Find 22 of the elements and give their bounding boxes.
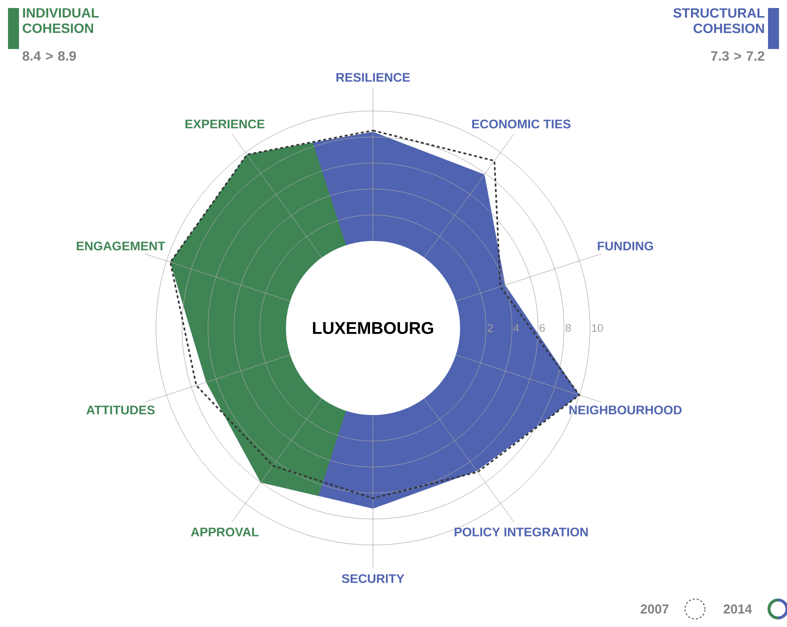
y-tick-label: 8 bbox=[566, 324, 571, 332]
spoke-label: NEIGHBOURHOOD bbox=[569, 406, 682, 414]
spoke-label: ECONOMIC TIES bbox=[472, 120, 571, 128]
spoke-label: FUNDING bbox=[598, 242, 653, 250]
legend-label: 2014 bbox=[724, 604, 752, 614]
text: STRUCTURAL COHESION bbox=[673, 8, 764, 34]
spoke-label: SECURITY bbox=[342, 574, 404, 584]
spoke-label: EXPERIENCE bbox=[185, 120, 264, 128]
y-tick-label: 6 bbox=[540, 324, 545, 332]
text: LUXEMBOURG bbox=[312, 322, 434, 334]
text: INDIVIDUAL COHESION bbox=[22, 8, 99, 34]
spoke-label: POLICY INTEGRATION bbox=[454, 528, 588, 536]
spoke-label: ENGAGEMENT bbox=[76, 242, 166, 250]
y-tick-label: 4 bbox=[513, 324, 520, 332]
spoke-label: RESILIENCE bbox=[336, 73, 410, 82]
spoke-label: ATTITUDES bbox=[86, 406, 155, 414]
y-tick-label: 10 bbox=[592, 324, 603, 332]
y-tick-label: 2 bbox=[488, 324, 493, 332]
spoke-label: APPROVAL bbox=[190, 528, 259, 536]
text: 7.3 > 7.2 bbox=[711, 51, 764, 61]
legend-label: 2007 bbox=[640, 604, 668, 614]
text: 8.4 > 8.9 bbox=[22, 51, 76, 61]
